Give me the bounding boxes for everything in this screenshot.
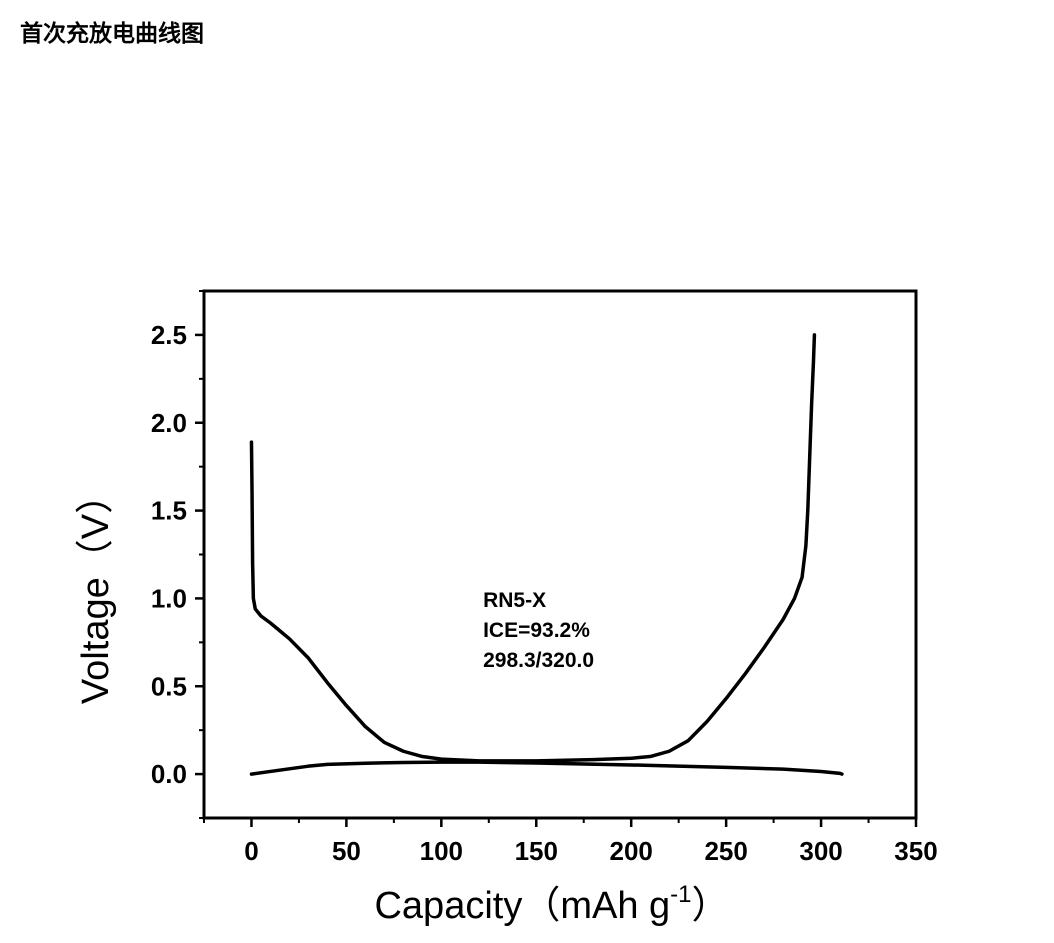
y-axis-title: Voltage（V） [75,476,117,704]
x-axis: 0 50 100 150 200 250 300 350 [203,818,938,866]
x-tick-label: 150 [515,836,558,866]
annotation-line: RN5-X [483,589,546,612]
x-tick-label: 50 [332,836,361,866]
x-axis-title-superscript: -1 [670,881,691,908]
x-axis-title: Capacity（mAh g-1） [374,881,729,927]
discharge-curve [249,760,844,776]
x-tick-label: 350 [894,836,937,866]
y-tick-label: 0.0 [151,759,187,789]
x-tick-label: 0 [244,836,258,866]
page-heading: 首次充放电曲线图 [20,21,204,47]
plot-lines [249,333,844,776]
y-tick-label: 2.5 [151,320,187,350]
annotation-line: ICE=93.2% [483,619,590,642]
y-tick-label: 0.5 [151,671,187,701]
x-tick-label: 100 [420,836,463,866]
y-axis: 0.0 0.5 1.0 1.5 2.0 2.5 [151,290,204,819]
annotation: RN5-X ICE=93.2% 298.3/320.0 [483,589,594,672]
plot-frame [202,289,918,820]
x-tick-label: 250 [704,836,747,866]
charge-curve [249,333,817,763]
y-tick-label: 1.5 [151,496,187,526]
y-tick-label: 1.0 [151,583,187,613]
x-tick-label: 200 [610,836,653,866]
y-tick-label: 2.0 [151,408,187,438]
x-axis-title-main: Capacity（mAh g [374,885,670,927]
x-tick-label: 300 [799,836,842,866]
annotation-line: 298.3/320.0 [483,649,594,672]
x-axis-title-close: ） [692,885,730,927]
